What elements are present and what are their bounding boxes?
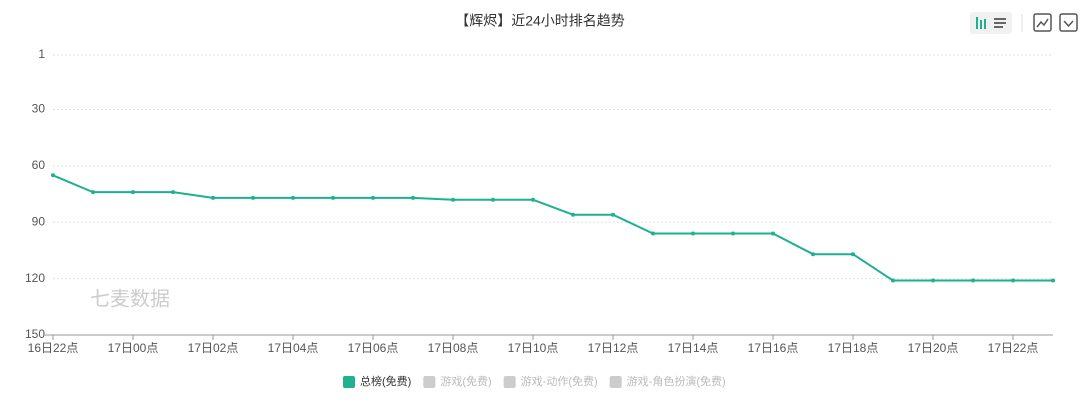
point xyxy=(811,252,815,257)
icon xyxy=(1063,20,1074,28)
x-tick-label: 17日20点 xyxy=(908,341,959,355)
point xyxy=(971,278,975,283)
point xyxy=(91,190,95,195)
watermark: 七麦数据 xyxy=(90,287,170,310)
save-image[interactable] xyxy=(1033,13,1052,32)
x-tick-label: 17日04点 xyxy=(268,341,319,355)
legend-label[interactable]: 游戏-动作(免费) xyxy=(521,374,598,388)
y-tick-label: 120 xyxy=(25,271,45,285)
legend-label[interactable]: 总榜(免费) xyxy=(360,374,411,388)
point xyxy=(1011,278,1015,283)
point xyxy=(931,278,935,283)
point xyxy=(611,212,615,217)
x-tick-label: 17日12点 xyxy=(588,341,639,355)
y-tick-label: 30 xyxy=(32,102,46,116)
point xyxy=(771,231,775,236)
x-tick-label: 17日00点 xyxy=(108,341,159,355)
icon xyxy=(994,26,1003,28)
point xyxy=(411,195,415,200)
point xyxy=(1051,278,1055,283)
x-tick-label: 17日10点 xyxy=(508,341,559,355)
icon xyxy=(980,20,982,29)
x-tick-label: 17日08点 xyxy=(428,341,479,355)
x-tick-label: 16日22点 xyxy=(28,341,79,355)
icon xyxy=(1036,18,1049,28)
icon xyxy=(976,17,978,29)
point xyxy=(211,195,215,200)
point xyxy=(531,197,535,202)
point xyxy=(291,195,295,200)
legend-label[interactable]: 游戏(免费) xyxy=(440,374,491,388)
y-tick-label: 90 xyxy=(32,214,46,228)
legend-swatch[interactable] xyxy=(423,376,436,388)
point xyxy=(131,190,135,195)
chart-title: 【辉烬】近24小时排名趋势 xyxy=(455,13,625,29)
x-tick-label: 17日14点 xyxy=(668,341,719,355)
point xyxy=(891,278,895,283)
x-tick-label: 17日06点 xyxy=(348,341,399,355)
icon xyxy=(984,19,986,29)
x-tick-label: 17日16点 xyxy=(748,341,799,355)
y-tick-label: 60 xyxy=(32,158,46,172)
toolbar xyxy=(970,12,1078,34)
legend-swatch[interactable] xyxy=(343,376,355,388)
legend-swatch[interactable] xyxy=(503,376,516,388)
point xyxy=(731,231,735,236)
point xyxy=(171,190,175,195)
point xyxy=(571,212,575,217)
y-tick-label: 1 xyxy=(38,47,45,61)
point xyxy=(251,195,255,200)
legend-label[interactable]: 游戏-角色扮演(免费) xyxy=(627,374,726,388)
icon xyxy=(994,22,1006,24)
x-tick-label: 17日02点 xyxy=(188,341,239,355)
point xyxy=(851,252,855,257)
y-tick-label: 150 xyxy=(25,327,45,341)
point xyxy=(51,173,55,178)
point xyxy=(651,231,655,236)
point xyxy=(331,195,335,200)
point xyxy=(451,197,455,202)
x-tick-label: 17日22点 xyxy=(988,341,1039,355)
download[interactable] xyxy=(1059,13,1078,32)
point xyxy=(491,197,495,202)
point xyxy=(371,195,375,200)
x-tick-label: 17日18点 xyxy=(828,341,879,355)
line xyxy=(52,174,1053,282)
legend-swatch[interactable] xyxy=(609,376,622,388)
point xyxy=(691,231,695,236)
icon xyxy=(994,18,1006,20)
